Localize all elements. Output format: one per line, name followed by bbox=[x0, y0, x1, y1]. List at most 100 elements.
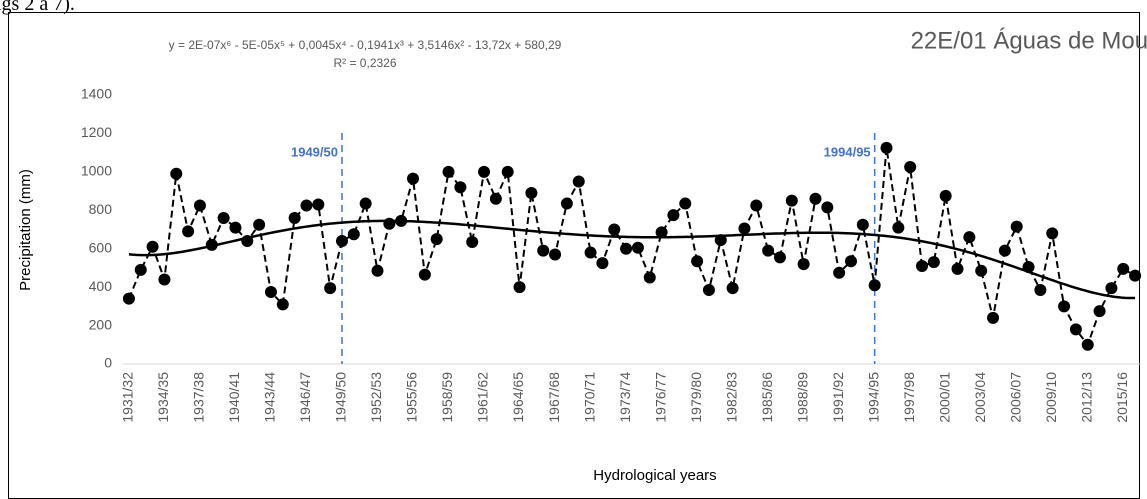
data-point bbox=[525, 186, 538, 199]
data-point bbox=[359, 197, 372, 210]
y-axis-title: Precipitation (mm) bbox=[17, 169, 34, 291]
x-tick-label: 2015/16 bbox=[1114, 372, 1130, 423]
x-tick-label: 1949/50 bbox=[333, 372, 349, 423]
data-point bbox=[762, 244, 775, 257]
data-point bbox=[537, 244, 550, 257]
data-point bbox=[927, 256, 940, 269]
data-point bbox=[691, 255, 704, 268]
data-point bbox=[146, 240, 159, 253]
data-point bbox=[170, 167, 183, 180]
data-point bbox=[182, 225, 195, 238]
data-point bbox=[501, 165, 514, 178]
data-point bbox=[1034, 284, 1047, 297]
data-point bbox=[880, 141, 893, 154]
x-tick-label: 1967/68 bbox=[546, 372, 562, 423]
data-point bbox=[253, 218, 266, 231]
data-point bbox=[466, 235, 479, 248]
x-tick-label: 1943/44 bbox=[262, 372, 278, 423]
data-point bbox=[1117, 262, 1130, 275]
y-tick-label: 0 bbox=[104, 355, 112, 371]
data-point bbox=[998, 244, 1011, 257]
data-point bbox=[1010, 220, 1023, 233]
data-point bbox=[513, 281, 526, 294]
x-tick-label: 2000/01 bbox=[936, 372, 952, 423]
data-point bbox=[1069, 323, 1082, 336]
data-point bbox=[134, 263, 147, 276]
data-point bbox=[418, 268, 431, 281]
trendline bbox=[128, 219, 1136, 300]
x-tick-label: 2006/07 bbox=[1007, 372, 1023, 423]
data-point bbox=[844, 255, 857, 268]
r-squared: R² = 0,2326 bbox=[333, 56, 396, 70]
data-point bbox=[1081, 338, 1094, 351]
data-point bbox=[809, 192, 822, 205]
page-fragment: igs 2 a 7). bbox=[0, 0, 75, 15]
data-point bbox=[264, 285, 277, 298]
data-point bbox=[596, 257, 609, 270]
data-point bbox=[655, 226, 668, 239]
x-tick-label: 1997/98 bbox=[901, 372, 917, 423]
x-axis-title: Hydrological years bbox=[593, 467, 716, 484]
y-tick-label: 200 bbox=[89, 316, 113, 332]
x-tick-label: 1973/74 bbox=[617, 372, 633, 423]
data-point bbox=[549, 248, 562, 261]
data-point bbox=[679, 197, 692, 210]
y-tick-label: 1200 bbox=[81, 124, 112, 140]
y-tick-label: 1000 bbox=[81, 163, 112, 179]
data-point bbox=[916, 260, 929, 273]
data-point bbox=[158, 273, 171, 286]
chart-frame bbox=[8, 12, 1140, 499]
data-point bbox=[750, 199, 763, 212]
x-tick-label: 1982/83 bbox=[723, 372, 739, 423]
data-point bbox=[217, 211, 230, 224]
data-point bbox=[714, 234, 727, 247]
data-point bbox=[478, 165, 491, 178]
data-point bbox=[193, 199, 206, 212]
y-tick-label: 400 bbox=[89, 278, 113, 294]
data-point bbox=[738, 222, 751, 235]
x-tick-label: 1976/77 bbox=[652, 372, 668, 423]
data-point bbox=[773, 251, 786, 264]
data-point bbox=[1129, 269, 1142, 282]
data-point bbox=[276, 298, 289, 311]
data-point bbox=[300, 199, 313, 212]
data-point bbox=[395, 214, 408, 227]
data-line bbox=[127, 147, 1136, 347]
x-tick-label: 1985/86 bbox=[759, 372, 775, 423]
data-point bbox=[383, 217, 396, 230]
x-tick-label: 1961/62 bbox=[475, 372, 491, 423]
data-point bbox=[122, 292, 135, 305]
x-tick-label: 1994/95 bbox=[865, 372, 881, 423]
x-tick-label: 1931/32 bbox=[120, 372, 136, 423]
data-point bbox=[726, 282, 739, 295]
data-point bbox=[987, 311, 1000, 324]
y-tick-label: 800 bbox=[89, 201, 113, 217]
data-point bbox=[560, 197, 573, 210]
data-point bbox=[1058, 300, 1071, 313]
data-point bbox=[904, 161, 917, 174]
data-point bbox=[430, 233, 443, 246]
data-point bbox=[939, 189, 952, 202]
data-point bbox=[1022, 260, 1035, 273]
x-tick-label: 1988/89 bbox=[794, 372, 810, 423]
data-point bbox=[324, 282, 337, 295]
x-tick-label: 1937/38 bbox=[191, 372, 207, 423]
data-point bbox=[442, 165, 455, 178]
data-point bbox=[347, 228, 360, 241]
x-tick-label: 2003/04 bbox=[972, 372, 988, 423]
data-point bbox=[1046, 227, 1059, 240]
data-point bbox=[667, 209, 680, 222]
data-point bbox=[241, 235, 254, 248]
x-tick-label: 1958/59 bbox=[439, 372, 455, 423]
x-tick-label: 1955/56 bbox=[404, 372, 420, 423]
data-point bbox=[785, 194, 798, 207]
data-point bbox=[975, 264, 988, 277]
x-tick-label: 1934/35 bbox=[155, 372, 171, 423]
data-point bbox=[892, 221, 905, 234]
x-tick-label: 2012/13 bbox=[1078, 372, 1094, 423]
x-tick-label: 1970/71 bbox=[581, 372, 597, 423]
x-tick-label: 1991/92 bbox=[830, 372, 846, 423]
data-point bbox=[371, 264, 384, 277]
data-point bbox=[833, 266, 846, 279]
